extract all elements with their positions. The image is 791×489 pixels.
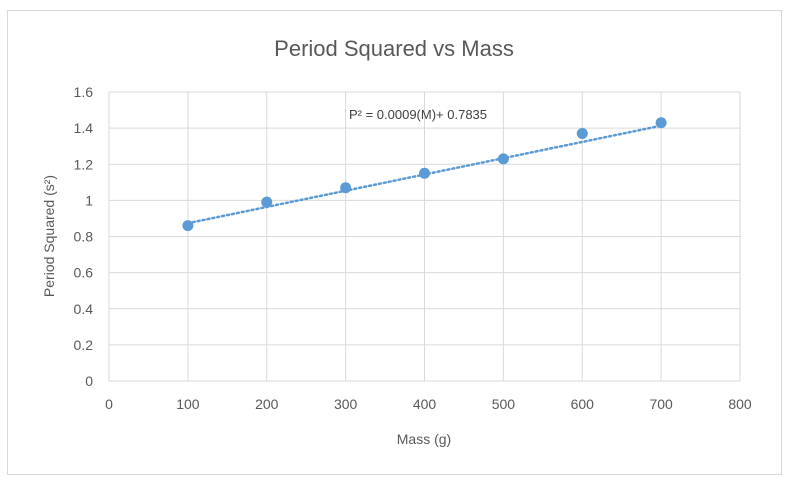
data-point bbox=[419, 167, 430, 179]
data-point bbox=[261, 196, 273, 208]
trendline-equation: P² = 0.0009(M)+ 0.7835 bbox=[349, 107, 487, 122]
y-tick-label: 0.6 bbox=[74, 265, 94, 281]
y-tick-label: 1.6 bbox=[74, 84, 94, 100]
chart-frame bbox=[7, 10, 782, 475]
data-point bbox=[576, 128, 588, 140]
y-tick-label: 1.4 bbox=[74, 120, 94, 136]
data-point bbox=[497, 153, 509, 165]
y-tick-label: 0.4 bbox=[74, 301, 94, 317]
x-tick-label: 400 bbox=[413, 396, 437, 412]
y-tick-label: 0.2 bbox=[74, 337, 94, 353]
y-axis-label: Period Squared (s²) bbox=[41, 175, 57, 297]
data-point bbox=[340, 182, 352, 194]
x-tick-label: 500 bbox=[492, 396, 516, 412]
x-tick-label: 300 bbox=[334, 396, 358, 412]
data-point bbox=[182, 220, 194, 232]
y-tick-labels: 0 0.2 0.4 0.6 0.8 1 1.2 1.4 1.6 bbox=[74, 84, 94, 389]
x-tick-label: 0 bbox=[105, 396, 113, 412]
y-tick-label: 0 bbox=[85, 373, 93, 389]
x-tick-label: 100 bbox=[176, 396, 200, 412]
x-tick-label: 800 bbox=[728, 396, 752, 412]
x-axis-label: Mass (g) bbox=[397, 431, 451, 447]
x-tick-labels: 0 100 200 300 400 500 600 700 800 bbox=[105, 396, 752, 412]
y-tick-label: 0.8 bbox=[74, 229, 94, 245]
data-points bbox=[182, 117, 667, 232]
x-tick-label: 600 bbox=[571, 396, 595, 412]
chart-title: Period Squared vs Mass bbox=[274, 36, 514, 61]
x-tick-label: 200 bbox=[255, 396, 279, 412]
x-tick-label: 700 bbox=[649, 396, 673, 412]
y-tick-label: 1.2 bbox=[74, 156, 94, 172]
data-point bbox=[655, 117, 667, 129]
gridlines bbox=[108, 91, 741, 382]
y-tick-label: 1 bbox=[85, 192, 93, 208]
